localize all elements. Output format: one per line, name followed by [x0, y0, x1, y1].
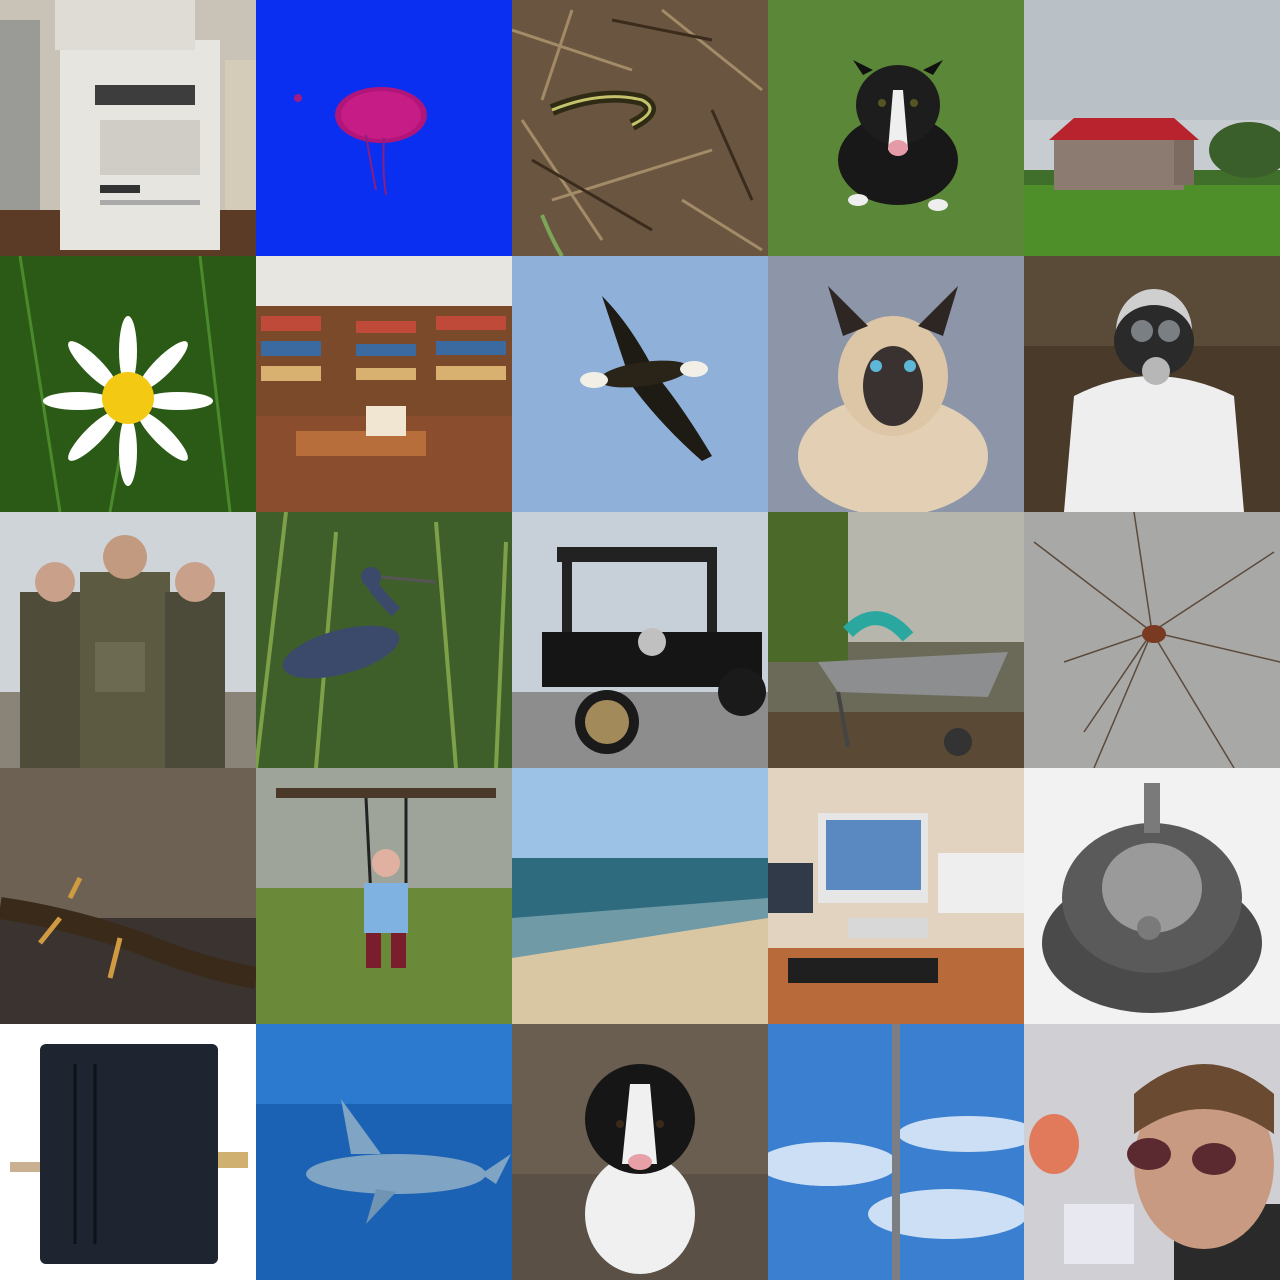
- tile-border-collie-puppy: [512, 1024, 768, 1280]
- tile-heron: [256, 512, 512, 768]
- tile-wheelbarrow: [768, 512, 1024, 768]
- tile-person-sunglasses: [1024, 1024, 1280, 1280]
- tile-soldiers: [0, 512, 256, 768]
- tile-red-roof-barn: [1024, 0, 1280, 256]
- tile-library: [256, 256, 512, 512]
- tile-jellyfish: [256, 0, 512, 256]
- tile-pickelhaube-helmet: [1024, 768, 1280, 1024]
- tile-photocopier: [0, 0, 256, 256]
- tile-siamese-cat: [768, 256, 1024, 512]
- tile-child-on-swing: [256, 768, 512, 1024]
- tile-seashore: [512, 768, 768, 1024]
- tile-garter-snake: [512, 0, 768, 256]
- tile-staffordshire-terrier: [768, 0, 1024, 256]
- tile-daisy: [0, 256, 256, 512]
- tile-flagpole-sky: [768, 1024, 1024, 1280]
- tile-computer-desk: [768, 768, 1024, 1024]
- tile-shark: [256, 1024, 512, 1280]
- tile-newt: [0, 768, 256, 1024]
- tile-bald-eagle: [512, 256, 768, 512]
- tile-gas-mask-man: [1024, 256, 1280, 512]
- tile-harvestman-spider: [1024, 512, 1280, 768]
- tile-model-t-car: [512, 512, 768, 768]
- tile-battery-pack: [0, 1024, 256, 1280]
